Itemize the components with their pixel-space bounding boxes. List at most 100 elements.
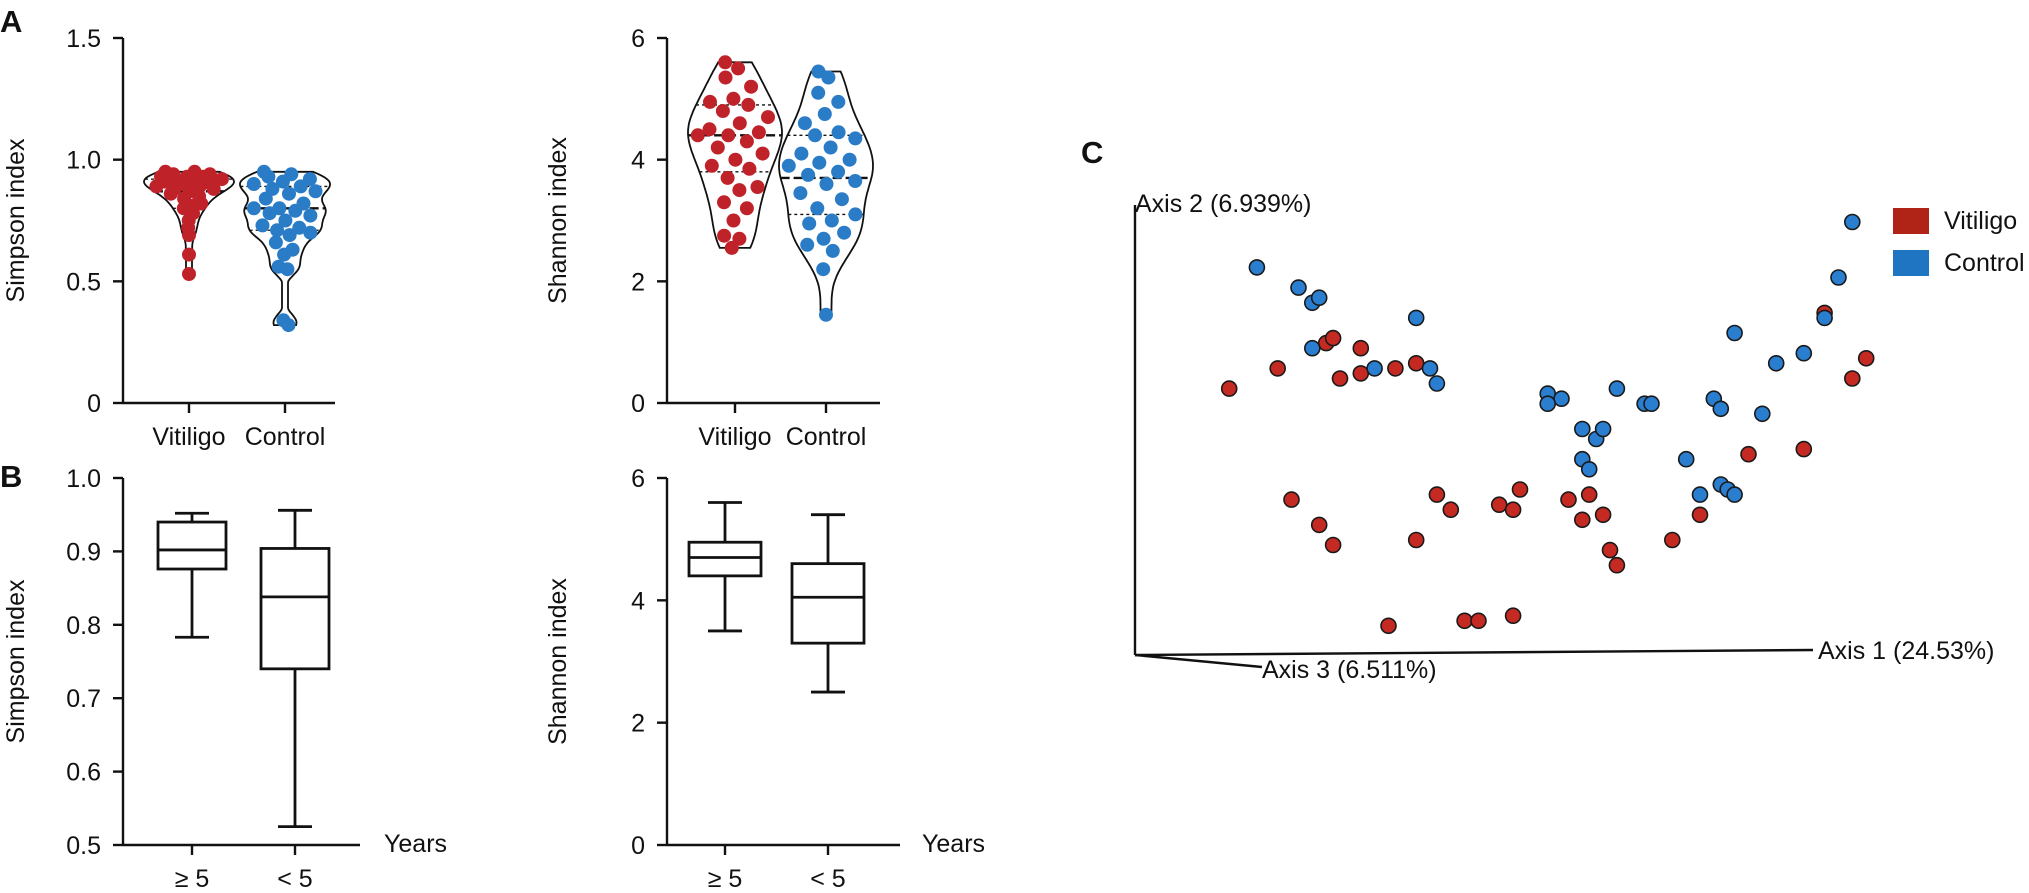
x-category-label: Vitiligo [698,423,771,451]
scatter-point-vitiligo [1664,531,1681,549]
data-point-vitiligo [703,94,717,109]
data-point-control [292,220,307,235]
y-axis-title: Shannon index [544,578,572,745]
data-point-vitiligo [702,122,717,137]
simpson-violin-chart: 0 0.5 1.0 1.5 Vitiligo Control Simpson index [2,25,335,451]
data-point-control [834,192,849,207]
scatter-point-vitiligo [1740,445,1757,463]
scatter-point-control [1816,309,1833,327]
scatter-point-vitiligo [1691,506,1709,524]
x-category-label: < 5 [810,865,845,893]
data-point-control [255,218,270,233]
y-axis-title: Simpson index [2,579,30,743]
data-point-control [793,186,808,201]
y-tick-label: 0 [631,390,645,418]
data-point-control [262,206,277,221]
data-point-control [816,231,831,246]
data-point-control [282,228,297,243]
legend-label-vitiligo: Vitiligo [1944,207,2017,235]
data-point-control [821,70,836,85]
scatter-point-control [1310,289,1328,307]
data-point-vitiligo [726,213,741,228]
data-point-control [819,307,833,322]
scatter-point-control [1691,486,1709,503]
scatter-point-vitiligo [1331,370,1349,387]
scatter-point-vitiligo [1352,339,1370,357]
scatter-point-vitiligo [1574,511,1591,529]
y-tick-label: 1.5 [66,25,101,53]
data-point-control [293,179,308,194]
box-iqr [156,520,228,571]
data-point-control [831,125,846,140]
scatter-point-control [1754,405,1771,423]
data-point-vitiligo [720,170,735,185]
data-point-vitiligo [182,247,196,262]
data-point-control [837,225,852,240]
data-point-vitiligo [717,195,731,210]
data-point-control [794,146,809,161]
data-point-control [810,201,825,216]
data-point-control [797,116,812,131]
scatter-point-control [1553,390,1570,408]
scatter-point-vitiligo [1352,365,1370,382]
data-point-vitiligo [744,79,759,94]
x-category-label: ≥ 5 [175,865,210,893]
y-tick-label: 6 [631,25,645,53]
data-point-vitiligo [731,61,746,76]
panel-label-c: C [1081,135,1103,170]
y-tick-label: 0.5 [66,268,101,296]
scatter-point-control [1248,259,1266,276]
data-point-vitiligo [149,179,164,194]
data-point-vitiligo [755,146,770,161]
axis2-label: Axis 2 (6.939%) [1135,190,1311,218]
scatter-point-control [1407,309,1425,327]
scatter-point-control [1677,450,1695,468]
data-point-control [246,201,261,216]
data-point-control [842,152,857,167]
scatter-point-control [1726,324,1743,342]
data-point-control [808,128,822,143]
data-point-control [258,191,273,206]
data-point-vitiligo [715,104,730,118]
scatter-point-vitiligo [1580,486,1598,503]
y-tick-label: 4 [631,147,645,175]
scatter-point-vitiligo [1504,501,1522,519]
scatter-point-vitiligo [1857,349,1875,367]
shannon-boxplot-chart: 0 2 4 6 ≥ 5 < 5 Shannon index Years [544,465,985,893]
scatter-point-vitiligo [1269,360,1286,377]
x-category-label: Control [245,423,326,451]
data-point-control [303,208,318,223]
y-tick-label: 0.7 [66,685,101,713]
scatter-point-control [1366,360,1383,377]
x-category-label: < 5 [277,865,312,893]
data-point-vitiligo [206,181,221,196]
scatter-point-control [1290,279,1307,296]
x-category-label: Vitiligo [152,423,225,451]
y-tick-label: 0.5 [66,832,101,860]
scatter-point-control [1830,269,1847,286]
data-point-control [275,174,290,189]
scatter-point-vitiligo [1407,354,1425,372]
scatter-point-control [1580,460,1598,478]
box-iqr [259,547,331,671]
data-point-vitiligo [732,116,747,131]
data-point-vitiligo [728,152,743,167]
legend-label-control: Control [1944,249,2025,277]
scatter-point-vitiligo [1283,491,1300,508]
scatter-point-vitiligo [1511,481,1529,498]
data-point-control [278,213,293,228]
data-point-vitiligo [751,125,766,140]
data-point-vitiligo [718,55,733,70]
y-axis-title: Simpson index [2,138,30,302]
scatter-point-control [1421,360,1439,377]
data-point-control [824,213,839,228]
data-point-control [848,174,863,188]
data-point-control [281,318,296,333]
data-point-vitiligo [724,240,739,255]
data-point-control [816,262,831,277]
y-tick-label: 0.9 [66,538,101,566]
scatter-point-vitiligo [1456,612,1473,630]
data-point-vitiligo [732,183,747,198]
scatter-point-control [1712,400,1730,418]
